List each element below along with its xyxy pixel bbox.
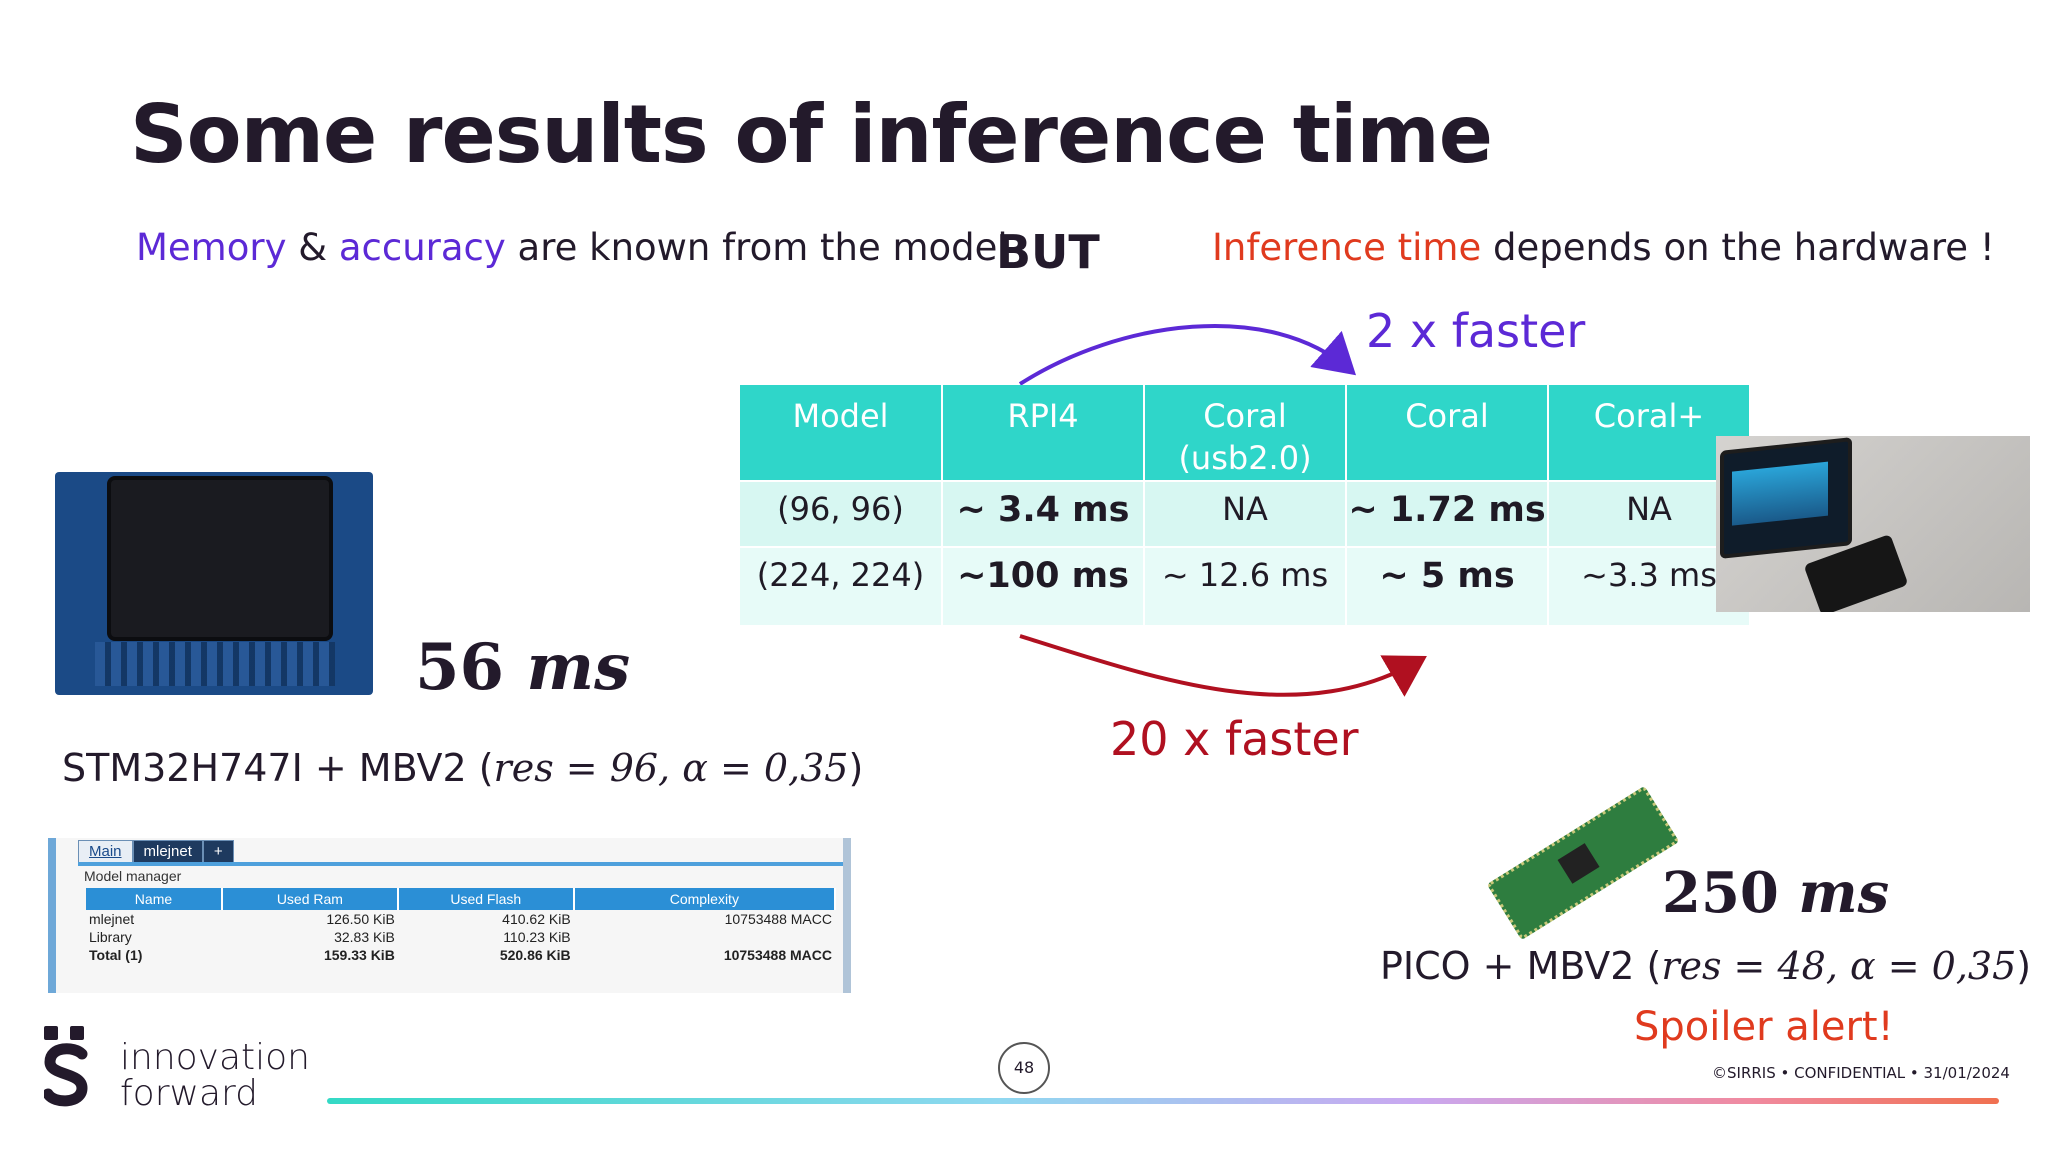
cell-coral: ~ 1.72 ms <box>1346 480 1549 547</box>
table-row: Total (1) 159.33 KiB 520.86 KiB 10753488… <box>86 946 835 964</box>
model-manager-panel: Main mlejnet + Model manager Name Used R… <box>48 838 851 993</box>
bottom-arrow-label: 20 x faster <box>1110 712 1359 766</box>
spoiler-alert: Spoiler alert! <box>1634 1004 1894 1050</box>
results-header-row: Model RPI4 Coral (usb2.0) Coral Coral+ <box>740 385 1751 481</box>
tab-add[interactable]: + <box>202 840 234 863</box>
stm-time-value: 56 <box>415 630 505 705</box>
pico-time: 250 ms <box>1662 860 1889 926</box>
slide-title: Some results of inference time <box>130 88 1493 181</box>
footer-gradient-line <box>327 1098 1999 1104</box>
pico-caption: PICO + MBV2 (res = 48, α = 0,35) <box>1380 944 2031 988</box>
cell-name: Library <box>89 929 132 945</box>
cell-complexity: 10753488 MACC <box>724 911 832 927</box>
col-used-flash: Used Flash <box>397 888 575 910</box>
pico-caption-suffix: ) <box>2016 944 2032 988</box>
tab-bar <box>78 862 843 866</box>
inference-word: Inference time <box>1212 226 1482 269</box>
cell-flash: 110.23 KiB <box>503 929 571 945</box>
intro-right: Inference time depends on the hardware ! <box>1212 226 1995 269</box>
cell-ram: 126.50 KiB <box>326 911 395 927</box>
results-table: Model RPI4 Coral (usb2.0) Coral Coral+ (9… <box>740 385 1751 625</box>
cell-coral-usb2: NA <box>1144 480 1347 547</box>
stm-caption-prefix: STM32H747I + MBV2 ( <box>62 746 494 790</box>
header-coral: Coral <box>1346 385 1549 481</box>
header-rpi4: RPI4 <box>942 385 1145 481</box>
table-row: Library 32.83 KiB 110.23 KiB <box>86 928 835 946</box>
table-row: (224, 224) ~100 ms ~ 12.6 ms ~ 5 ms ~3.3… <box>740 546 1751 625</box>
col-used-ram: Used Ram <box>221 888 399 910</box>
stm-caption: STM32H747I + MBV2 (res = 96, α = 0,35) <box>62 746 863 790</box>
board-components <box>95 642 335 686</box>
header-coral-usb2: Coral (usb2.0) <box>1144 385 1347 481</box>
board-screen <box>107 476 333 641</box>
cell-coral: ~ 5 ms <box>1346 546 1549 625</box>
cell-name: Total (1) <box>89 947 143 963</box>
model-manager-table: Name Used Ram Used Flash Complexity mlej… <box>86 888 837 964</box>
stm32-board-image <box>55 472 373 695</box>
pico-chip <box>1557 843 1600 884</box>
cell-rpi4: ~ 3.4 ms <box>942 480 1145 547</box>
pico-caption-math: res = 48, α = 0,35 <box>1661 944 2017 988</box>
amp: & <box>286 226 339 269</box>
cell-ram: 159.33 KiB <box>323 947 395 963</box>
accuracy-word: accuracy <box>338 226 506 269</box>
table-row: (96, 96) ~ 3.4 ms NA ~ 1.72 ms NA <box>740 480 1751 547</box>
display-shape <box>1720 437 1852 559</box>
footer-note: ©SIRRIS • CONFIDENTIAL • 31/01/2024 <box>1712 1064 2010 1082</box>
intro-depends: depends on the hardware ! <box>1481 226 1995 269</box>
cell-model: (224, 224) <box>740 546 943 625</box>
model-manager-tabs: Main mlejnet + <box>78 840 234 863</box>
bottom-arrow <box>1019 634 1427 697</box>
memory-word: Memory <box>136 226 287 269</box>
cell-flash: 520.86 KiB <box>499 947 571 963</box>
cell-complexity: 10753488 MACC <box>723 947 832 963</box>
logo-line1: innovation <box>120 1037 310 1078</box>
col-name: Name <box>86 888 223 910</box>
pico-caption-prefix: PICO + MBV2 ( <box>1380 944 1662 988</box>
cell-ram: 32.83 KiB <box>334 929 395 945</box>
tab-mlejnet[interactable]: mlejnet <box>132 840 203 863</box>
pico-time-value: 250 <box>1662 860 1779 926</box>
tab-main[interactable]: Main <box>78 840 133 863</box>
sirris-logo-icon <box>44 1026 88 1107</box>
pico-time-unit: ms <box>1798 860 1890 926</box>
cell-name: mlejnet <box>89 911 135 927</box>
cell-model: (96, 96) <box>740 480 943 547</box>
stm-time: 56 ms <box>415 630 630 705</box>
cell-rpi4: ~100 ms <box>942 546 1145 625</box>
logo-line2: forward <box>120 1073 259 1114</box>
intro-rest: are known from the model <box>505 226 1008 269</box>
page-number: 48 <box>998 1042 1050 1094</box>
raspberry-setup-photo <box>1716 436 2030 612</box>
cell-flash: 410.62 KiB <box>502 911 571 927</box>
col-complexity: Complexity <box>573 888 837 910</box>
stm-time-unit: ms <box>526 630 631 705</box>
cell-complexity <box>574 928 835 946</box>
stm-caption-suffix: ) <box>848 746 864 790</box>
table-row: mlejnet 126.50 KiB 410.62 KiB 10753488 M… <box>86 910 835 928</box>
cell-coral-usb2: ~ 12.6 ms <box>1144 546 1347 625</box>
top-arrow-label: 2 x faster <box>1366 304 1586 358</box>
logo-text: innovation forward <box>120 1040 310 1112</box>
model-manager-header-row: Name Used Ram Used Flash Complexity <box>86 888 837 910</box>
stm-caption-math: res = 96, α = 0,35 <box>493 746 849 790</box>
intro-left: Memory & accuracy are known from the mod… <box>136 226 1008 269</box>
top-arrow <box>1018 323 1357 386</box>
but-word: BUT <box>996 225 1100 279</box>
header-model: Model <box>740 385 943 481</box>
model-manager-legend: Model manager <box>84 868 182 884</box>
